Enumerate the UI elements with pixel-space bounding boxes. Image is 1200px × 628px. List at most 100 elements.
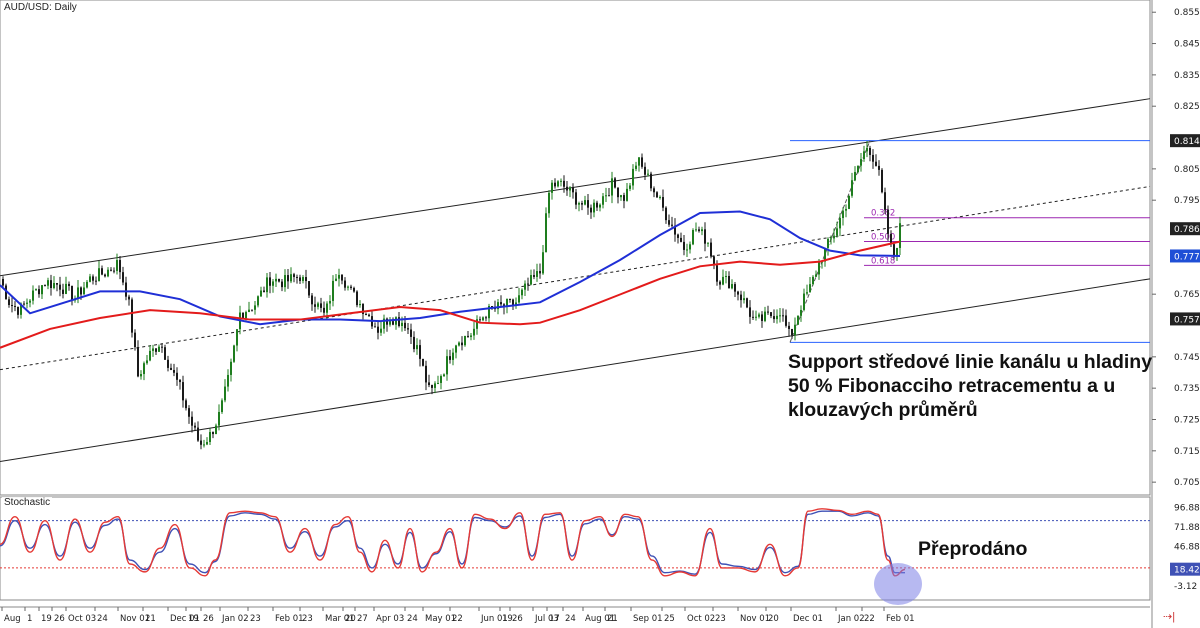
candle-body (668, 220, 670, 225)
candle (254, 300, 256, 315)
candle-body (5, 285, 7, 300)
candle-body (533, 275, 535, 277)
candle-body (197, 427, 199, 441)
candle-body (860, 159, 862, 166)
candle-body (749, 307, 751, 317)
time-tick-label: 26 (512, 614, 523, 624)
time-tick-label: Dec 01 (793, 614, 823, 624)
candle-body (782, 315, 784, 317)
time-tick-label: 24 (565, 614, 576, 624)
candle (650, 171, 652, 192)
candle (179, 379, 181, 390)
oversold-annotation: Přeprodáno (918, 538, 1028, 560)
price-tick-label: 0.7651 (1174, 290, 1200, 300)
candle-body (368, 314, 370, 317)
candle (779, 307, 781, 323)
candle (605, 187, 607, 202)
candle-body (155, 348, 157, 352)
candle (674, 218, 676, 242)
candle (584, 195, 586, 206)
candle (26, 298, 28, 309)
candle-body (344, 280, 346, 288)
candle (659, 195, 661, 200)
candle-body (446, 356, 448, 375)
candle (263, 286, 265, 293)
candle-body (230, 361, 232, 375)
price-tick-label: 0.7351 (1174, 384, 1200, 394)
channel-line-middle (0, 185, 1151, 371)
candle (500, 295, 502, 307)
candle (275, 273, 277, 287)
candle (416, 338, 418, 355)
candle (104, 273, 106, 278)
candle (599, 203, 601, 212)
candle (572, 183, 574, 199)
time-tick-label: 21 (145, 614, 156, 624)
price-tick-label: 0.7451 (1174, 353, 1200, 363)
candle-body (95, 280, 97, 282)
time-tick-label: Apr 03 (376, 614, 404, 624)
goto-realtime-icon[interactable]: ⇢| (1163, 611, 1176, 623)
candle-body (599, 204, 601, 208)
candle (44, 284, 46, 287)
candle (389, 316, 391, 327)
candle-body (743, 298, 745, 301)
candle-body (350, 286, 352, 288)
candle-body (581, 203, 583, 205)
candle (479, 316, 481, 323)
candle (155, 347, 157, 355)
candle-body (509, 298, 511, 300)
candle-body (689, 244, 691, 250)
candle (113, 267, 115, 274)
candle-body (878, 165, 880, 170)
candle (230, 358, 232, 382)
candle-body (320, 303, 322, 308)
candle-body (338, 274, 340, 279)
candle (536, 263, 538, 282)
candle (422, 358, 424, 367)
candle (296, 274, 298, 284)
candle (281, 278, 283, 292)
candle-body (731, 284, 733, 289)
candle-body (467, 335, 469, 337)
candle-body (473, 328, 475, 336)
candle-body (398, 317, 400, 327)
candle-body (389, 321, 391, 325)
candle (812, 275, 814, 286)
candle (782, 308, 784, 322)
candle (134, 329, 136, 351)
candle (392, 317, 394, 326)
candle (170, 363, 172, 371)
candle (206, 437, 208, 446)
candle (770, 312, 772, 319)
candle-body (641, 157, 643, 167)
candle (92, 274, 94, 285)
candle (800, 305, 802, 322)
time-tick-label: 19 (502, 614, 513, 624)
candle-body (542, 252, 544, 274)
candle-body (170, 367, 172, 370)
candle-body (26, 302, 28, 304)
time-tick-label: Nov 01 (740, 614, 770, 624)
candle-body (62, 289, 64, 294)
candle-body (68, 283, 70, 286)
candle (335, 274, 337, 282)
candle-body (515, 302, 517, 306)
candle (272, 279, 274, 293)
candle (221, 398, 223, 414)
candle (383, 314, 385, 334)
candle-body (272, 281, 274, 286)
candle-body (188, 408, 190, 417)
candle (731, 279, 733, 290)
candle-body (536, 271, 538, 277)
price-tick-label: 0.7151 (1174, 447, 1200, 457)
candle (431, 384, 433, 395)
candle (548, 190, 550, 218)
candle-body (65, 283, 67, 294)
candle (725, 271, 727, 284)
candle (2, 276, 4, 288)
candle (470, 333, 472, 341)
candle (377, 321, 379, 340)
candle-body (425, 365, 427, 383)
